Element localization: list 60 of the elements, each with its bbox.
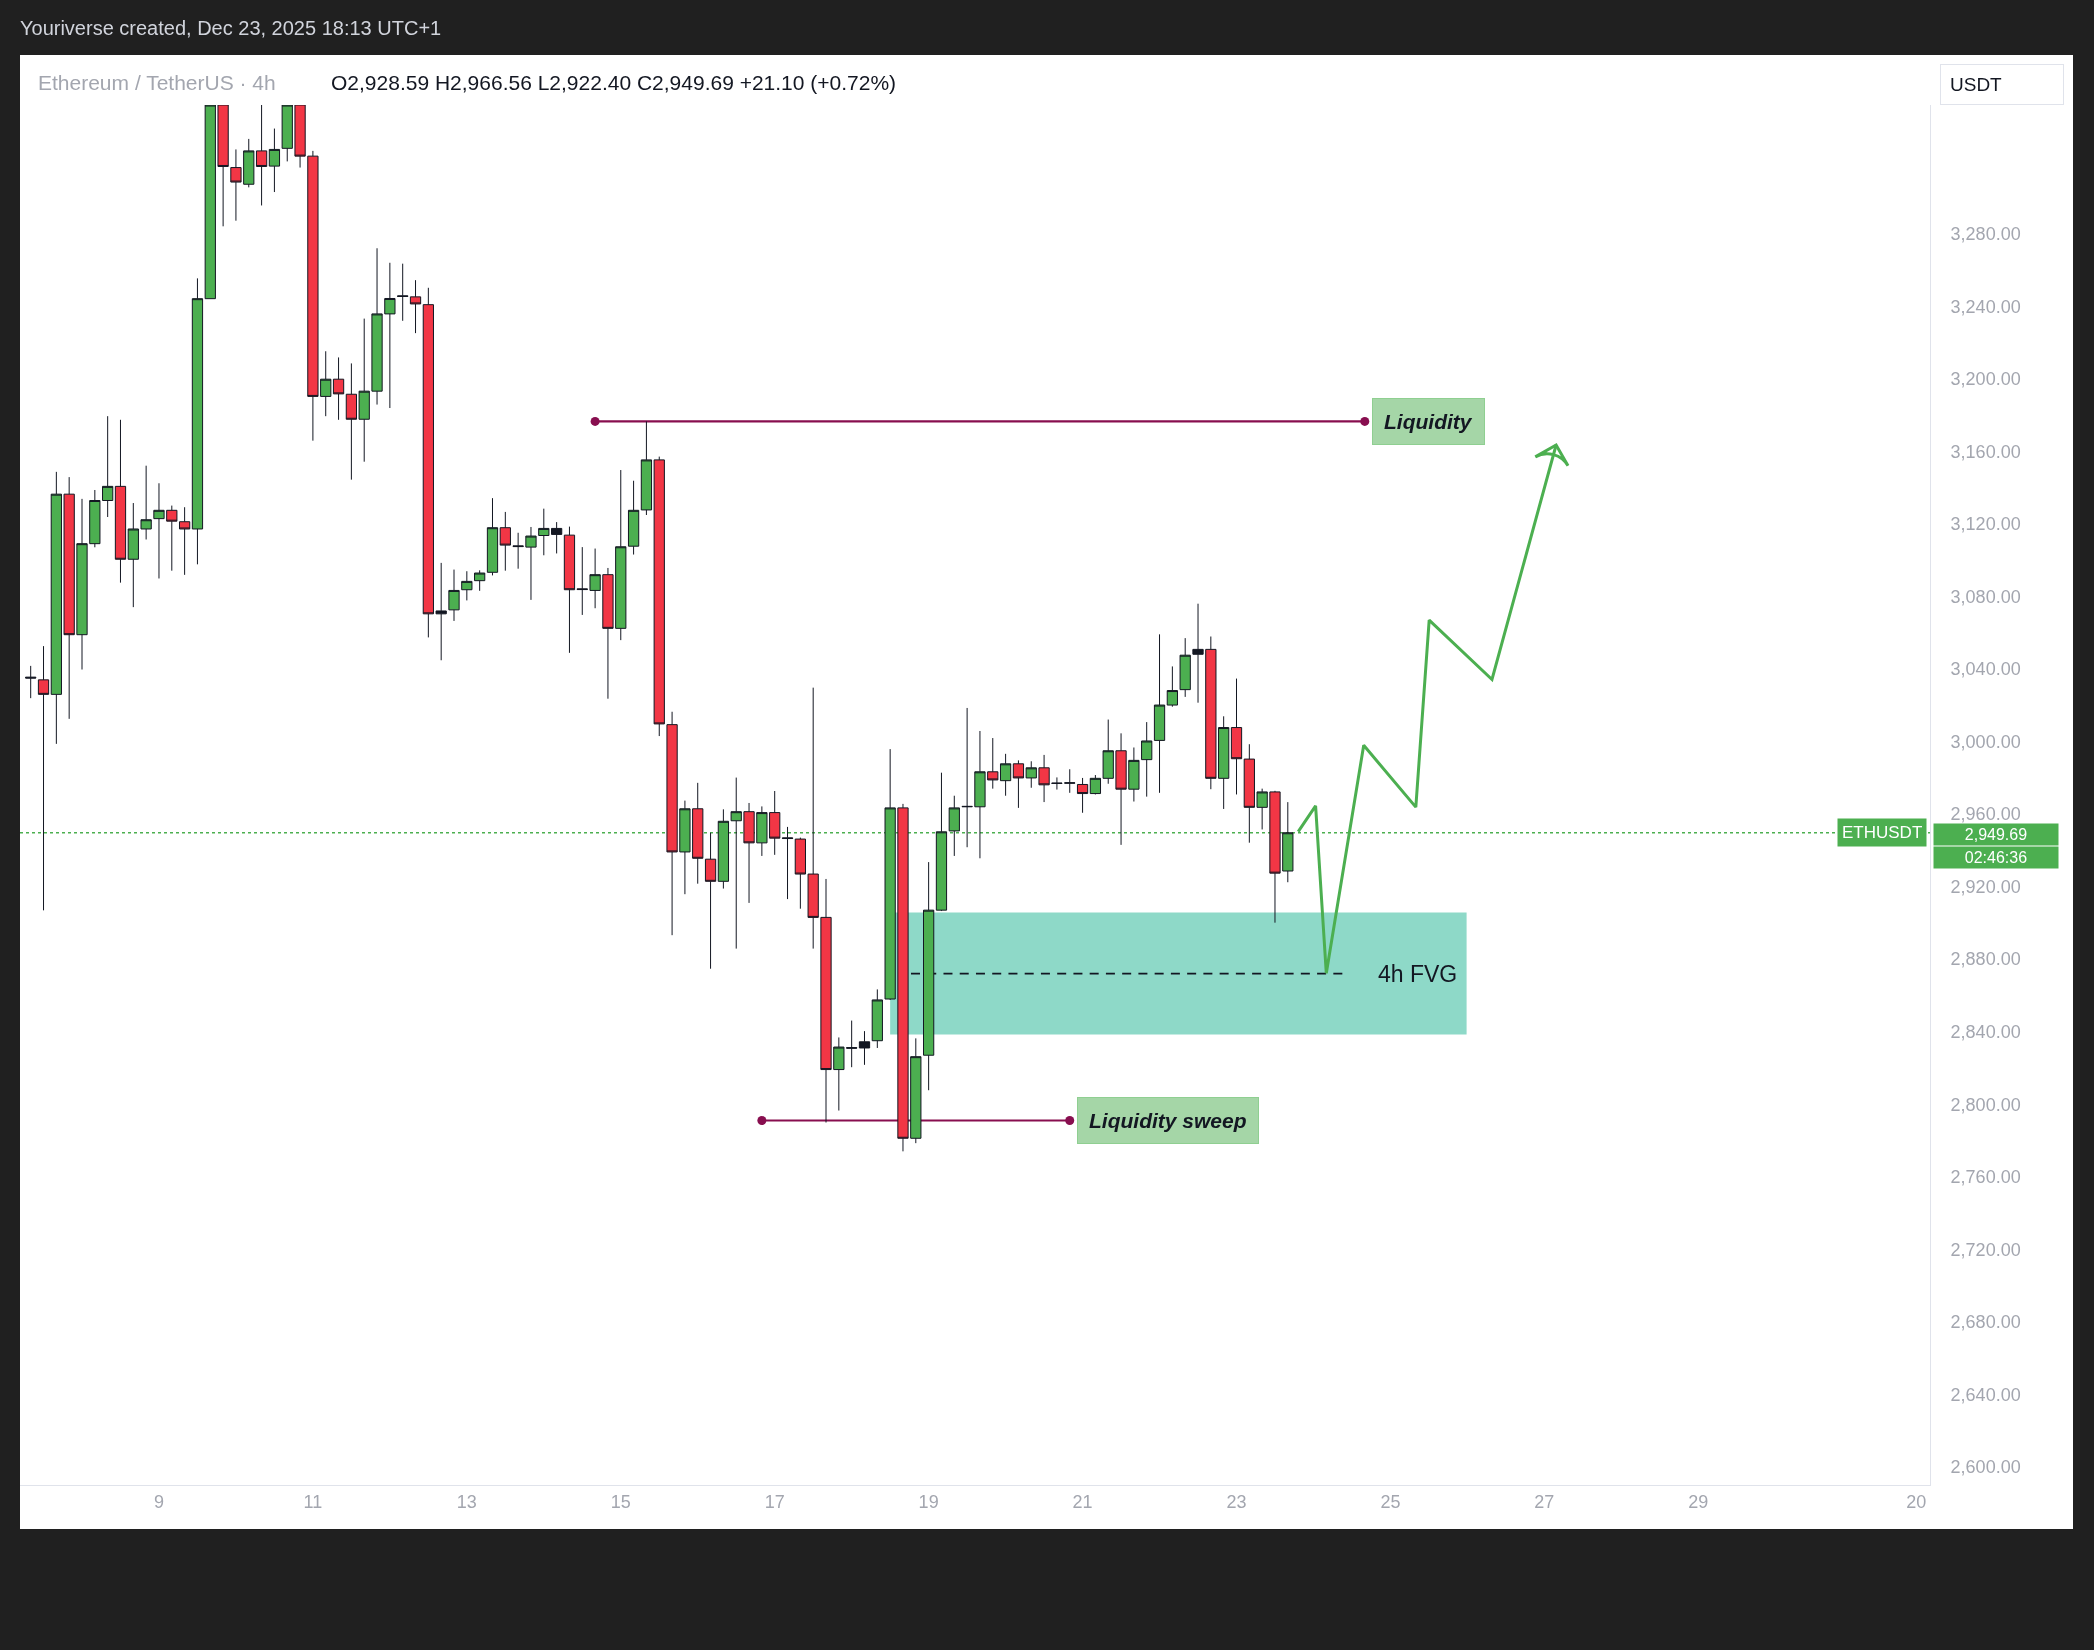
y-tick-label: 2,920.00 [1950,876,2021,897]
x-tick-label: 20 [1906,1491,1927,1512]
candlestick [858,1030,871,1066]
candlestick [1179,637,1191,698]
x-tick-label: 15 [610,1491,631,1512]
y-tick-label: 3,000.00 [1950,731,2021,752]
candlestick [1141,721,1153,798]
candlestick [114,419,127,584]
candlestick [1230,678,1243,795]
x-tick-label: 17 [764,1491,785,1512]
y-tick-label: 3,200.00 [1950,369,2021,390]
candlestick [268,128,281,193]
candlestick [191,277,204,565]
y-tick-label: 3,080.00 [1950,586,2021,607]
y-tick-label: 2,840.00 [1950,1021,2021,1042]
candlestick [1153,633,1166,794]
x-tick-label: 25 [1380,1491,1401,1512]
y-tick-label: 2,960.00 [1950,804,2021,825]
y-tick-label: 3,040.00 [1950,659,2021,680]
y-axis-title: USDT [1950,74,2003,95]
y-tick-label: 3,160.00 [1950,441,2021,462]
annotation: Liquidity sweep [1089,1109,1247,1132]
candlestick [1166,665,1178,708]
y-tick-label: 2,720.00 [1950,1239,2021,1260]
chart-subtitle: Ethereum / TetherUS · 4h [38,71,276,94]
text: 2,949.69 [1964,826,2028,843]
x-tick-label: 9 [153,1491,164,1512]
y-tick-label: 2,760.00 [1950,1167,2021,1188]
y-tick-label: 2,880.00 [1950,949,2021,970]
y-tick-label: 2,680.00 [1950,1312,2021,1333]
candlestick [37,645,50,911]
x-tick-label: 27 [1534,1491,1555,1512]
x-tick-label: 23 [1226,1491,1247,1512]
x-tick-label: 13 [456,1491,477,1512]
candlestick [409,279,422,334]
y-tick-label: 2,600.00 [1950,1457,2021,1478]
y-tick-label: 2,800.00 [1950,1094,2021,1115]
y-tick-label: 3,240.00 [1950,296,2021,317]
candlestick [486,497,499,576]
candlestick [1076,777,1089,814]
text: 02:46:36 [1964,849,2028,866]
annotation: 4h FVG [1378,961,1458,987]
chart-title: Youriverse created, Dec 23, 2025 18:13 UTC+1 [20,17,442,39]
candlestick [704,832,717,970]
ref-line-label: ETHUSDT [1842,823,1923,842]
annotation: Liquidity [1384,410,1473,433]
x-tick-label: 11 [303,1491,323,1512]
candlestick [397,263,409,322]
y-tick-label: 3,280.00 [1950,224,2021,245]
x-tick-label: 21 [1072,1491,1093,1512]
candlestick [781,826,794,900]
x-tick-label: 29 [1688,1491,1709,1512]
candlestick [25,665,37,699]
candlestick [461,570,473,601]
text: O2,928.59 H2,966.56 L2,922.40 C2,949.69 +21.10 (+0.72%) [331,71,897,94]
y-tick-label: 3,120.00 [1950,514,2021,535]
y-tick-label: 2,640.00 [1950,1384,2021,1405]
candlestick [474,569,486,592]
candlestick [563,526,576,654]
x-tick-label: 19 [918,1491,939,1512]
